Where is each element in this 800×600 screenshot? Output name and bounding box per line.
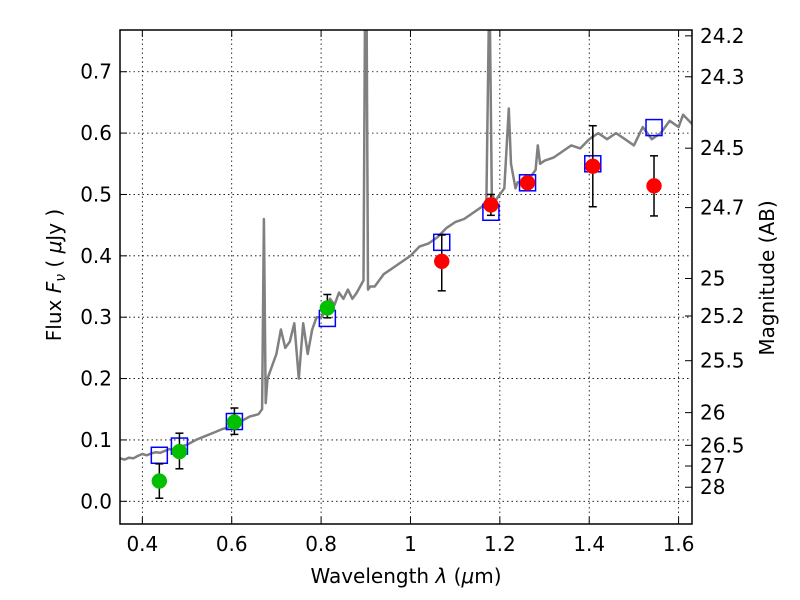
y2-tick-label: 27	[700, 454, 725, 478]
y-axis-title-symbol: F	[42, 281, 66, 293]
x-tick-label: 1.2	[484, 532, 516, 556]
spectrum-line	[120, 30, 692, 461]
observed-point	[434, 253, 450, 270]
y-axis-title-unit-open: (	[42, 253, 66, 274]
y-tick-label: 0.3	[80, 305, 112, 329]
x-axis-title-unit-rest: m)	[474, 564, 501, 588]
y2-tick-label: 25	[700, 266, 725, 290]
y2-axis-title: Magnitude (AB)	[755, 200, 779, 355]
y-axis-title-unit-mu: μ	[42, 241, 66, 255]
marker-layer	[150, 118, 663, 499]
x-axis-title: Wavelength λ (μm)	[310, 564, 501, 588]
x-tick-label: 1	[404, 532, 417, 556]
spectrum-layer	[120, 30, 692, 461]
x-tick-label: 0.8	[305, 532, 337, 556]
x-tick-label: 1.4	[573, 532, 605, 556]
plot-frame	[119, 29, 693, 525]
y-axis-title-sub: ν	[53, 274, 69, 282]
x-tick-label: 0.6	[216, 532, 248, 556]
y-tick-label: 0.0	[80, 489, 112, 513]
observed-point	[483, 197, 499, 213]
observed-point	[226, 414, 243, 430]
y2-tick-label: 24.2	[700, 24, 745, 48]
x-axis-title-main: Wavelength	[310, 564, 429, 588]
observed-point	[519, 175, 536, 191]
observed-point	[171, 443, 188, 460]
y-tick-label: 0.6	[80, 121, 112, 145]
y-tick-label: 0.7	[80, 60, 112, 84]
observed-point	[319, 300, 336, 316]
y-tick-label: 0.5	[80, 182, 112, 206]
model-photometry-square	[645, 118, 663, 137]
y2-tick-label: 26	[700, 401, 725, 425]
y2-tick-label: 26.5	[700, 433, 745, 457]
y-tick-label: 0.4	[80, 244, 112, 268]
y2-tick-label: 24.3	[700, 65, 745, 89]
y2-tick-label: 24.7	[700, 196, 745, 220]
y-axis-title-unit-rest: Jy )	[42, 209, 66, 243]
y2-tick-label: 25.5	[700, 349, 745, 373]
y-tick-label: 0.2	[80, 367, 112, 391]
observed-point	[151, 473, 168, 489]
y2-tick-label: 28	[700, 475, 725, 499]
observed-point	[646, 178, 662, 194]
observed-point	[585, 158, 601, 174]
x-axis-title-symbol: λ	[434, 564, 447, 588]
x-axis-title-unit-mu: μ	[461, 564, 475, 588]
grid	[120, 30, 692, 524]
y-axis-title-main: Flux	[42, 299, 66, 341]
model-photometry-square	[518, 174, 537, 192]
x-tick-label: 0.4	[126, 532, 158, 556]
y2-tick-label: 24.5	[700, 136, 745, 160]
x-tick-label: 1.6	[663, 532, 695, 556]
y-tick-label: 0.1	[80, 428, 112, 452]
ticks: 0.4 0.6 0.8 1 1.2 1.4 1.6 0.0 0.1 0.2 0.3 0.4 0.5 0.6…	[80, 24, 744, 556]
y2-tick-label: 25.2	[700, 304, 745, 328]
x-axis-title-unit-open: (	[447, 564, 461, 588]
y-axis-title: Flux Fν ( μJy )	[42, 209, 69, 341]
